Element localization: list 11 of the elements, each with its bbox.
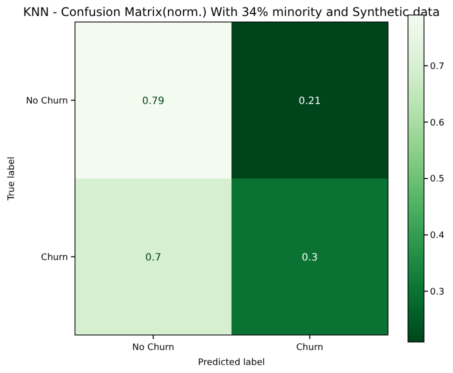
color-bar-label: 0.7: [430, 62, 444, 72]
x-axis-title: Predicted label: [198, 358, 265, 368]
data-label: 0.79: [142, 96, 164, 107]
data-label: 0.7: [145, 252, 162, 264]
color-bar-label: 0.6: [430, 118, 445, 128]
y-axis-title: True label: [7, 156, 17, 202]
data-label: 0.3: [302, 252, 318, 264]
color-bar-label: 0.4: [430, 231, 445, 242]
data-label: 0.21: [298, 96, 321, 107]
color-bar-label: 0.3: [430, 287, 444, 298]
color-bar-label: 0.5: [430, 174, 444, 185]
